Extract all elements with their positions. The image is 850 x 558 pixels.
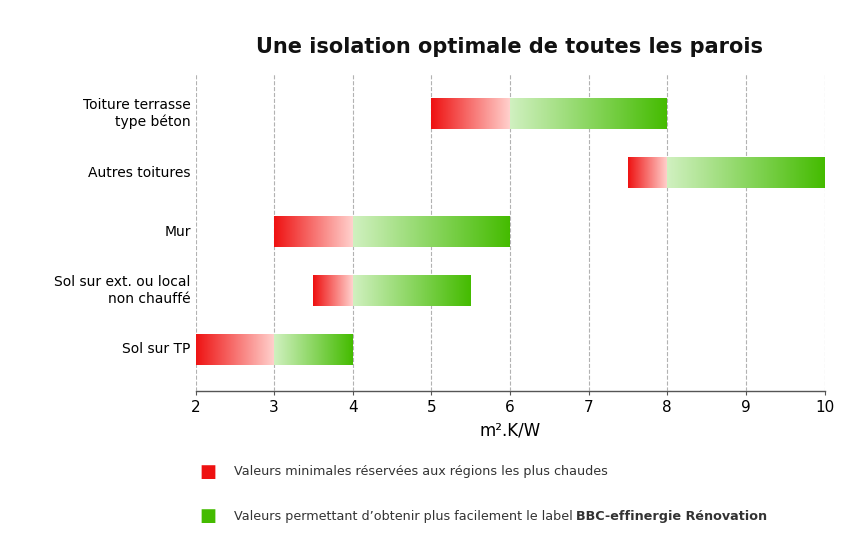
Text: BBC-effinergie Rénovation: BBC-effinergie Rénovation <box>576 509 768 523</box>
Text: Valeurs minimales réservées aux régions les plus chaudes: Valeurs minimales réservées aux régions … <box>234 465 608 478</box>
Text: ■: ■ <box>200 463 217 480</box>
X-axis label: m².K/W: m².K/W <box>479 422 541 440</box>
Text: Valeurs permettant d’obtenir plus facilement le label: Valeurs permettant d’obtenir plus facile… <box>234 509 576 523</box>
Text: ■: ■ <box>200 507 217 525</box>
Title: Une isolation optimale de toutes les parois: Une isolation optimale de toutes les par… <box>257 37 763 57</box>
